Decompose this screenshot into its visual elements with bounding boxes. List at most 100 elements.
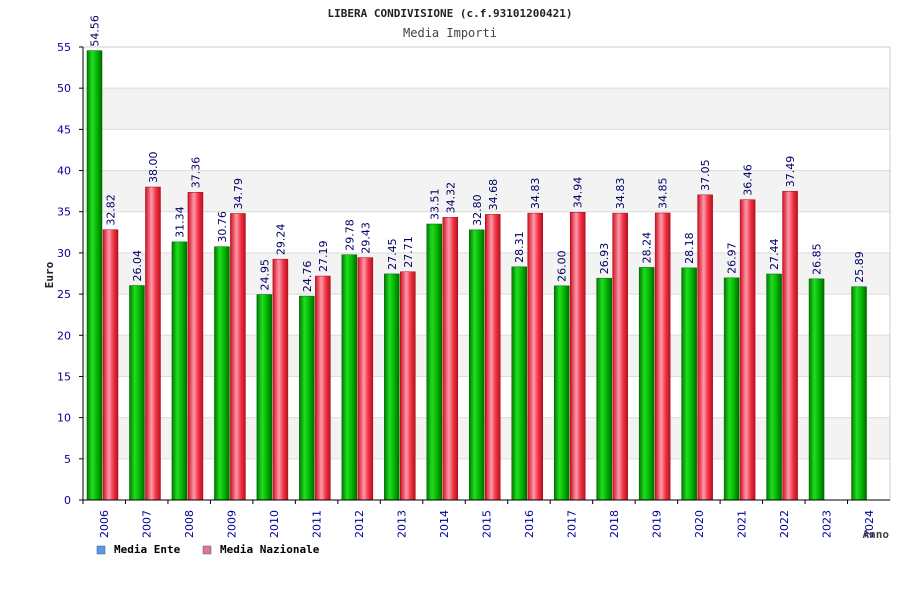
y-tick-label: 40 (57, 165, 71, 178)
bar-media-nazionale (654, 212, 671, 501)
data-label: 34.94 (572, 177, 585, 209)
data-label: 26.04 (131, 250, 144, 282)
data-label: 24.76 (301, 261, 314, 293)
x-tick-label: 2024 (863, 510, 876, 538)
data-label: 30.76 (216, 211, 229, 243)
bar-media-ente (341, 254, 358, 501)
data-label: 38.00 (147, 152, 160, 184)
data-label: 26.85 (811, 243, 824, 275)
data-label: 37.05 (699, 159, 712, 191)
chart-subtitle: Media Importi (403, 26, 497, 40)
data-label: 28.31 (513, 231, 526, 263)
bar-media-nazionale (782, 190, 798, 501)
bars-layer (86, 50, 867, 501)
bar-media-ente (171, 241, 188, 501)
x-tick-label: 2007 (141, 510, 154, 538)
data-label: 34.85 (657, 177, 670, 209)
y-tick-label: 15 (57, 370, 71, 383)
data-label: 28.18 (683, 232, 696, 264)
data-label: 26.97 (726, 242, 739, 274)
bar-media-ente (596, 277, 612, 501)
y-tick-label: 5 (64, 453, 71, 466)
bar-media-ente (808, 278, 825, 501)
x-tick-label: 2009 (226, 510, 239, 538)
data-label: 34.83 (614, 178, 627, 210)
bar-media-nazionale (315, 275, 331, 501)
y-tick-label: 30 (57, 247, 71, 260)
legend-swatch-media-nazionale (202, 545, 212, 555)
y-tick-label: 35 (57, 206, 71, 219)
x-tick-label: 2010 (268, 510, 281, 538)
bar-media-nazionale (612, 212, 628, 501)
data-label: 33.51 (428, 188, 441, 220)
legend-swatch-media-ente (96, 545, 106, 555)
x-tick-label: 2008 (183, 510, 196, 538)
bar-media-nazionale (230, 213, 246, 501)
background-band (83, 129, 890, 171)
bar-media-nazionale (102, 229, 119, 501)
data-label: 34.68 (487, 179, 500, 211)
bar-media-ente (426, 223, 443, 501)
bar-media-nazionale (697, 194, 713, 501)
x-tick-label: 2015 (481, 510, 494, 538)
bar-media-ente (851, 286, 867, 501)
x-axis-label: Anno (863, 528, 890, 541)
data-label: 24.95 (258, 259, 271, 291)
data-label: 29.43 (359, 222, 372, 254)
bar-media-ente (638, 267, 655, 501)
data-label: 54.56 (89, 15, 102, 47)
data-label: 34.32 (444, 182, 457, 214)
x-tick-label: 2016 (523, 510, 536, 538)
data-label: 27.71 (402, 236, 415, 268)
bar-media-ente (553, 285, 570, 501)
bar-media-nazionale (739, 199, 756, 501)
bar-media-ente (681, 267, 697, 501)
y-tick-label: 20 (57, 329, 71, 342)
x-tick-label: 2014 (438, 510, 451, 538)
y-tick-label: 55 (57, 41, 71, 54)
y-tick-label: 50 (57, 82, 71, 95)
bar-media-nazionale (272, 258, 289, 501)
legend: Media Ente Media Nazionale (96, 543, 320, 556)
data-labels-layer: 54.56 26.04 31.34 30.76 24.95 24.76 29.78 27.45… (89, 15, 867, 292)
data-label: 37.49 (784, 156, 797, 188)
data-label: 31.34 (173, 206, 186, 238)
bar-media-nazionale (400, 271, 416, 501)
x-tick-label: 2017 (565, 510, 578, 538)
bar-media-nazionale (569, 211, 586, 501)
bar-media-ente (256, 294, 273, 501)
data-label: 34.79 (232, 178, 245, 210)
data-label: 27.19 (317, 241, 330, 273)
y-tick-label: 45 (57, 123, 71, 136)
bar-media-nazionale (485, 214, 501, 501)
x-tick-label: 2018 (608, 510, 621, 538)
data-label: 29.24 (274, 224, 287, 256)
bar-media-nazionale (187, 192, 204, 501)
y-axis-ticks: 0 5 10 15 20 25 30 35 40 45 50 55 (57, 41, 83, 507)
data-label: 29.78 (343, 219, 356, 251)
data-label: 26.00 (556, 250, 569, 282)
x-tick-label: 2023 (820, 510, 833, 538)
data-label: 32.82 (105, 194, 118, 226)
bar-media-ente (723, 277, 740, 501)
x-tick-label: 2013 (396, 510, 409, 538)
data-label: 26.93 (598, 243, 611, 275)
data-label: 37.36 (189, 157, 202, 189)
bar-media-ente (86, 50, 103, 501)
x-tick-label: 2019 (650, 510, 663, 538)
bar-media-ente (299, 295, 315, 501)
x-tick-label: 2020 (693, 510, 706, 538)
x-axis-ticks: 2006 2007 2008 2009 2010 2011 2012 2013 2014 2015… (82, 500, 876, 538)
data-label: 34.83 (529, 178, 542, 210)
data-label: 25.89 (853, 251, 866, 283)
bar-media-ente (129, 285, 145, 501)
y-axis-label: Euro (43, 261, 56, 288)
y-tick-label: 25 (57, 288, 71, 301)
data-label: 36.46 (742, 164, 755, 196)
bar-media-ente (511, 266, 527, 501)
y-tick-label: 10 (57, 412, 71, 425)
legend-label-media-nazionale: Media Nazionale (220, 543, 320, 556)
bar-media-ente (766, 273, 782, 501)
bar-media-ente (384, 273, 400, 501)
